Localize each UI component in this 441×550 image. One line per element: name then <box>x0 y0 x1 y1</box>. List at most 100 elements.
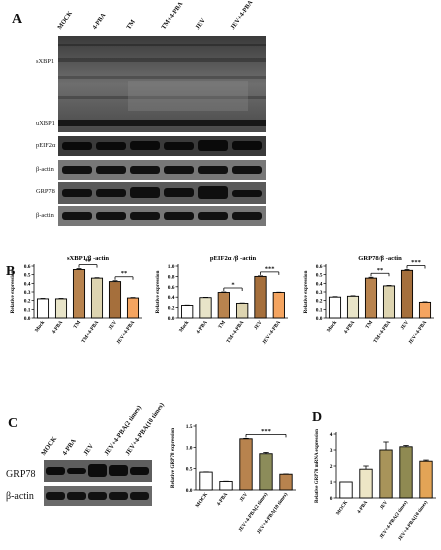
y-tick-label: 0.3 <box>24 290 31 296</box>
y-tick-label: 2 <box>330 464 333 470</box>
x-tick-label: TM <box>217 320 227 330</box>
bar <box>339 481 353 499</box>
bar <box>108 281 122 319</box>
y-tick-label: 0.6 <box>316 264 323 270</box>
western-blot-beta-actin-2 <box>58 206 266 226</box>
blot-label-grp78: GRP78 <box>36 188 55 195</box>
bar <box>379 449 393 499</box>
panel-letter-b: B <box>6 264 16 279</box>
x-tick-label: TM+4-PBA <box>372 320 392 345</box>
y-tick-label: 0.8 <box>168 274 175 280</box>
y-tick-label: 1.5 <box>186 424 193 430</box>
chart-peif2a: pEIF2α /β -actin Relative expression 0.0 0.… <box>155 255 288 346</box>
lane-label-a-3: TM+4-PBA <box>159 0 184 31</box>
y-axis-label: Relative expression <box>10 271 16 314</box>
panel-letter-a: A <box>12 12 23 27</box>
blot-label-uxbp1: uXBP1 <box>36 120 55 127</box>
x-tick-label: MOCK <box>195 492 210 509</box>
y-tick-label: 0.5 <box>24 273 31 279</box>
bar <box>328 296 342 319</box>
bar <box>419 460 433 499</box>
lane-label-a-4: JEV <box>194 16 207 31</box>
bar <box>279 473 293 491</box>
y-tick-label: 0.0 <box>186 488 193 494</box>
y-tick-label: 0.5 <box>186 467 193 473</box>
chart-grp78: GRP78/β -actin Relative expression 0.0 0.1 0… <box>303 255 434 346</box>
lane-label-c-1: 4-PBA <box>61 438 78 458</box>
y-tick-label: 3 <box>330 448 333 454</box>
y-tick-label: 0.4 <box>168 295 175 301</box>
chart-sxbp1: sXBP1/β -actin Relative expression 0.0 0.1 0… <box>10 255 142 346</box>
western-blot-peif2a <box>58 136 266 156</box>
x-tick-label: TM+4-PBA <box>225 320 245 345</box>
bar <box>126 297 140 319</box>
bar <box>359 468 373 499</box>
y-tick-label: 0.0 <box>316 316 323 322</box>
y-tick-label: 4 <box>330 432 333 438</box>
lane-label-c-2: JEV <box>82 443 96 458</box>
chart-title: GRP78/β -actin <box>358 255 402 262</box>
bar <box>364 277 378 319</box>
bar <box>399 446 413 499</box>
blot-label-beta-actin-2: β-actin <box>36 212 54 219</box>
blot-label-beta-actin-1: β-actin <box>36 166 54 173</box>
x-tick-label: 4-PBA <box>357 500 369 515</box>
y-tick-label: 0.3 <box>316 290 323 296</box>
x-tick-label: 4-PBA <box>343 320 356 336</box>
significance-label: *** <box>411 259 421 266</box>
blot-label-c-beta-actin: β-actin <box>6 491 34 502</box>
chart-d-grp78-mrna: Relative GRP78 mRNA expression 0 1 2 3 4 MOCK 4… <box>315 429 436 542</box>
x-tick-label: MOCK <box>336 500 349 516</box>
y-tick-label: 0.1 <box>24 307 31 313</box>
lane-label-a-0: MOCK <box>56 9 74 31</box>
y-tick-label: 0.6 <box>168 285 175 291</box>
bar <box>346 295 360 319</box>
panel-letter-d: D <box>312 410 323 425</box>
bar <box>259 453 273 491</box>
x-tick-label: Mock <box>178 320 190 334</box>
x-tick-label: Mock <box>34 320 46 334</box>
western-blot-c-beta-actin <box>44 486 152 506</box>
blot-label-peif2a: pEIF2α <box>36 142 56 149</box>
bar <box>400 269 414 319</box>
bar <box>418 301 432 319</box>
y-tick-label: 0.1 <box>316 307 323 313</box>
bar <box>239 438 253 491</box>
x-tick-label: JEV+4-PBA <box>115 319 136 345</box>
y-axis-label: Relative expression <box>155 271 161 314</box>
western-blot-beta-actin-1 <box>58 160 266 180</box>
y-axis-label: Relative GRP78 mRNA expression <box>315 429 320 503</box>
y-tick-label: 1.0 <box>186 445 193 451</box>
bar <box>36 298 50 319</box>
lane-label-a-1: 4-PBA <box>90 11 107 31</box>
chart-title: pEIF2α /β -actin <box>210 255 257 262</box>
y-tick-label: 0.0 <box>168 316 175 322</box>
chart-title: sXBP1/β -actin <box>67 255 109 262</box>
significance-label: *** <box>261 428 271 435</box>
significance-label: ** <box>377 267 384 274</box>
bar <box>382 285 396 319</box>
x-tick-label: TM <box>364 320 374 330</box>
y-tick-label: 0.0 <box>24 316 31 322</box>
x-tick-label: JEV <box>380 500 390 511</box>
y-tick-label: 0.2 <box>316 299 323 305</box>
y-tick-label: 1 <box>330 480 333 486</box>
x-tick-label: JEV <box>253 320 264 332</box>
bar <box>199 297 212 319</box>
x-tick-label: JEV <box>108 320 119 332</box>
y-tick-label: 0.5 <box>316 273 323 279</box>
x-tick-label: JEV <box>239 492 250 504</box>
lane-label-a-2: TM <box>125 18 137 31</box>
x-tick-label: 4-PBA <box>216 492 229 508</box>
western-blot-c-grp78 <box>44 460 152 482</box>
x-tick-label: TM <box>72 320 82 330</box>
chart-c-grp78-quant: Relative GRP78 expression 0.0 0.5 1.0 1.5 MOC… <box>170 424 296 535</box>
bar <box>72 269 86 319</box>
bar <box>254 275 267 319</box>
y-tick-label: 0.2 <box>168 306 175 312</box>
bar <box>217 292 230 319</box>
y-tick-label: 0.4 <box>316 281 323 287</box>
lane-label-c-3: JEV+4-PBA(2 times) <box>103 404 143 458</box>
bar <box>199 471 213 491</box>
y-tick-label: 0.6 <box>24 264 31 270</box>
